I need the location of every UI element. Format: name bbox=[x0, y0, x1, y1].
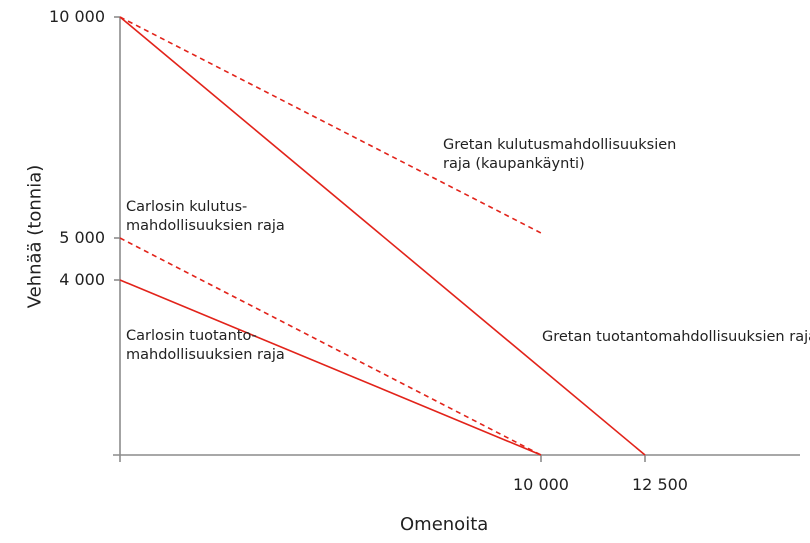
annotation-line: Carlosin kulutus- bbox=[126, 199, 248, 215]
greta-consumption-line bbox=[119, 16, 542, 234]
x-tick-label-10000: 10 000 bbox=[513, 475, 569, 494]
greta-production-line bbox=[119, 16, 646, 456]
x-axis-title: Omenoita bbox=[400, 514, 489, 535]
annotation-line: Gretan tuotantomahdollisuuksien raja bbox=[542, 329, 810, 345]
annotation-line: mahdollisuuksien raja bbox=[126, 347, 285, 363]
annotation-line: mahdollisuuksien raja bbox=[126, 218, 285, 234]
annotation-greta-production: Gretan tuotantomahdollisuuksien raja bbox=[542, 328, 810, 347]
y-tick-label-10000: 10 000 bbox=[49, 7, 105, 26]
x-tick-label-12500: 12 500 bbox=[632, 475, 688, 494]
annotation-carlos-consumption: Carlosin kulutus- mahdollisuuksien raja bbox=[126, 198, 285, 236]
y-tick-label-4000: 4 000 bbox=[59, 270, 105, 289]
carlos-production-line bbox=[119, 279, 542, 456]
y-axis-title: Vehnää (tonnia) bbox=[24, 164, 46, 309]
annotation-line: Gretan kulutusmahdollisuuksien bbox=[443, 137, 677, 153]
annotation-line: Carlosin tuotanto- bbox=[126, 328, 257, 344]
y-tick-label-5000: 5 000 bbox=[59, 228, 105, 247]
annotation-line: raja (kaupankäynti) bbox=[443, 156, 585, 172]
carlos-consumption-line bbox=[119, 237, 542, 456]
annotation-carlos-production: Carlosin tuotanto- mahdollisuuksien raja bbox=[126, 327, 285, 365]
annotation-greta-consumption: Gretan kulutusmahdollisuuksien raja (kau… bbox=[443, 136, 676, 174]
